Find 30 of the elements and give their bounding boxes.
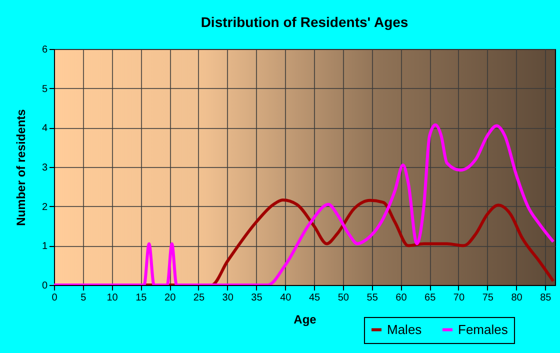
x-tick-label: 85 (540, 292, 552, 304)
chart-title: Distribution of Residents' Ages (200, 14, 408, 30)
x-tick-label: 25 (193, 292, 205, 304)
x-tick-label: 70 (453, 292, 465, 304)
y-tick-label: 0 (42, 280, 48, 292)
x-tick-label: 40 (280, 292, 292, 304)
x-tick-label: 75 (482, 292, 494, 304)
x-tick-label: 65 (424, 292, 436, 304)
y-tick-label: 3 (42, 162, 48, 174)
x-tick-label: 30 (222, 292, 234, 304)
y-tick-label: 1 (42, 241, 48, 252)
x-tick-label: 45 (308, 292, 321, 304)
y-tick-label: 4 (42, 123, 48, 134)
x-tick-label: 55 (366, 292, 378, 304)
legend-label: Females (458, 322, 508, 337)
y-axis-title: Number of residents (14, 108, 28, 226)
y-tick-label: 5 (42, 84, 48, 95)
legend-label: Males (387, 322, 422, 337)
x-tick-label: 60 (396, 292, 408, 304)
x-axis-title: Age (294, 312, 317, 326)
x-tick-label: 20 (164, 292, 176, 304)
x-tick-label: 5 (80, 292, 87, 304)
x-tick-label: 0 (52, 292, 58, 304)
x-tick-label: 10 (106, 292, 118, 304)
x-tick-label: 15 (136, 292, 148, 304)
x-tick-label: 35 (251, 292, 263, 304)
x-tick-label: 80 (511, 292, 523, 304)
x-tick-label: 50 (338, 292, 350, 304)
y-tick-label: 2 (42, 202, 48, 213)
y-tick-label: 6 (42, 44, 48, 56)
